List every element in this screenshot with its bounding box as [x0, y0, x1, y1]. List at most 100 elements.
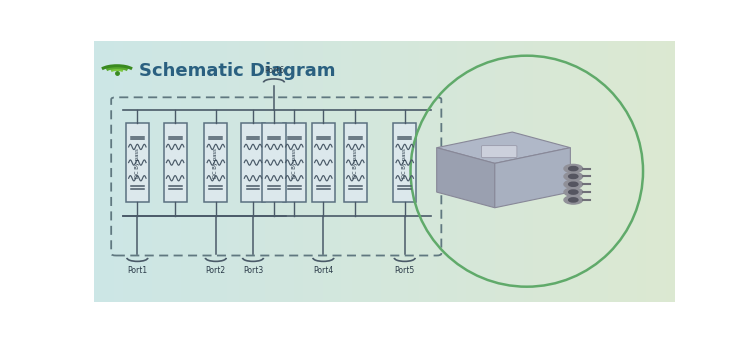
Bar — [463, 41, 466, 302]
Bar — [382, 41, 384, 302]
Bar — [286, 41, 289, 302]
Circle shape — [568, 166, 578, 171]
Bar — [251, 41, 254, 302]
Bar — [542, 41, 544, 302]
Bar — [454, 41, 457, 302]
Bar — [480, 41, 483, 302]
Bar — [556, 41, 559, 302]
Bar — [440, 41, 442, 302]
Bar — [222, 41, 224, 302]
Bar — [164, 41, 166, 302]
Bar — [402, 41, 405, 302]
Bar — [126, 41, 129, 302]
Bar — [475, 41, 477, 302]
Bar — [387, 41, 390, 302]
Bar — [317, 41, 320, 302]
Bar — [335, 41, 338, 302]
Bar — [596, 41, 599, 302]
Bar — [346, 41, 350, 302]
Bar — [140, 41, 143, 302]
Bar — [329, 41, 332, 302]
Bar — [196, 41, 198, 302]
Text: DC By-pass: DC By-pass — [135, 148, 140, 178]
Text: Port4: Port4 — [314, 266, 334, 276]
Bar — [111, 41, 114, 302]
Bar — [605, 41, 608, 302]
Bar — [266, 41, 268, 302]
Bar — [117, 41, 120, 302]
Bar — [616, 41, 620, 302]
Bar — [303, 41, 306, 302]
Bar — [652, 41, 655, 302]
Bar — [393, 41, 396, 302]
Bar — [236, 41, 239, 302]
Bar — [103, 41, 105, 302]
Bar — [585, 41, 588, 302]
Bar — [405, 41, 408, 302]
Bar — [260, 41, 262, 302]
Bar — [498, 41, 501, 302]
Bar — [413, 41, 416, 302]
Bar — [254, 41, 257, 302]
Bar — [602, 41, 605, 302]
Bar — [565, 41, 568, 302]
Bar — [170, 41, 172, 302]
Bar — [390, 41, 393, 302]
Bar — [509, 41, 512, 302]
Bar — [131, 41, 134, 302]
Bar — [588, 41, 591, 302]
Bar — [469, 41, 472, 302]
Bar — [312, 123, 335, 202]
Bar — [460, 41, 463, 302]
Bar — [210, 41, 213, 302]
Polygon shape — [436, 148, 495, 208]
Circle shape — [564, 180, 583, 188]
Bar — [97, 41, 100, 302]
Bar — [608, 41, 611, 302]
Bar — [536, 41, 538, 302]
Bar — [213, 41, 216, 302]
Bar — [242, 123, 265, 202]
Bar — [568, 41, 570, 302]
Bar — [416, 41, 419, 302]
Bar — [532, 41, 536, 302]
Bar — [573, 41, 576, 302]
Bar — [338, 41, 340, 302]
Bar — [198, 41, 201, 302]
Bar — [562, 41, 565, 302]
Bar — [591, 41, 594, 302]
Bar — [530, 41, 532, 302]
Bar — [312, 41, 315, 302]
Bar — [219, 41, 222, 302]
Bar — [164, 123, 187, 202]
Bar — [233, 41, 236, 302]
Bar — [422, 41, 425, 302]
Bar — [277, 41, 280, 302]
Bar — [611, 41, 614, 302]
Circle shape — [568, 198, 578, 202]
Bar — [518, 41, 521, 302]
Bar — [364, 41, 367, 302]
Polygon shape — [495, 148, 570, 208]
Bar — [646, 41, 649, 302]
FancyBboxPatch shape — [482, 146, 517, 158]
Bar — [430, 41, 433, 302]
Circle shape — [564, 188, 583, 196]
Bar — [242, 41, 244, 302]
Bar — [472, 41, 475, 302]
Bar — [344, 123, 367, 202]
Bar — [323, 41, 326, 302]
Bar — [239, 41, 242, 302]
Bar — [384, 41, 387, 302]
Text: Port3: Port3 — [243, 266, 263, 276]
Bar — [248, 41, 250, 302]
Bar — [300, 41, 303, 302]
Bar — [332, 41, 335, 302]
Circle shape — [564, 172, 583, 181]
Bar — [166, 41, 170, 302]
Bar — [553, 41, 556, 302]
Bar — [207, 41, 210, 302]
Bar — [181, 41, 184, 302]
Bar — [289, 41, 291, 302]
Bar — [492, 41, 495, 302]
